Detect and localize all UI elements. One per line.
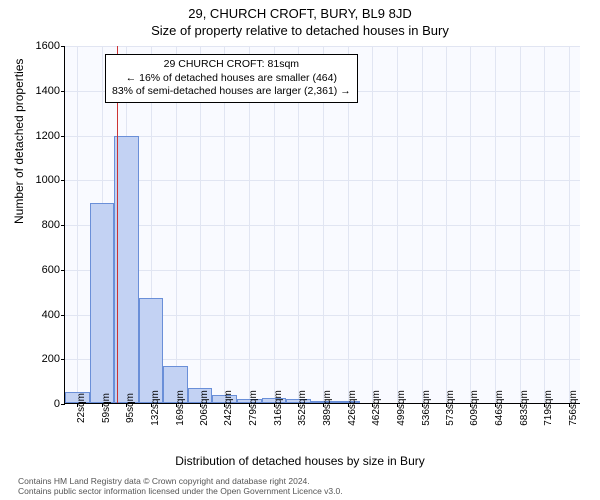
xtick-label: 316sqm	[273, 390, 284, 426]
gridline-v	[397, 46, 398, 403]
xtick-label: 719sqm	[543, 390, 554, 426]
gridline-v	[446, 46, 447, 403]
ytick-mark	[61, 46, 65, 47]
ytick-mark	[61, 91, 65, 92]
xtick-label: 756sqm	[568, 390, 579, 426]
ytick-mark	[61, 225, 65, 226]
ytick-mark	[61, 315, 65, 316]
xtick-label: 59sqm	[101, 393, 112, 423]
ytick-label: 1400	[24, 85, 60, 97]
xtick-label: 683sqm	[519, 390, 530, 426]
ytick-mark	[61, 180, 65, 181]
gridline-v	[520, 46, 521, 403]
xtick-label: 499sqm	[396, 390, 407, 426]
xtick-label: 206sqm	[199, 390, 210, 426]
xtick-label: 462sqm	[371, 390, 382, 426]
xtick-label: 536sqm	[421, 390, 432, 426]
footer-attribution: Contains HM Land Registry data © Crown c…	[18, 476, 343, 496]
xtick-label: 95sqm	[125, 393, 136, 423]
annotation-line1: 29 CHURCH CROFT: 81sqm	[112, 58, 351, 72]
footer-line2: Contains public sector information licen…	[18, 486, 343, 496]
ytick-label: 400	[24, 309, 60, 321]
xtick-label: 22sqm	[76, 393, 87, 423]
xtick-label: 169sqm	[175, 390, 186, 426]
x-axis-label: Distribution of detached houses by size …	[0, 454, 600, 468]
ytick-label: 1000	[24, 174, 60, 186]
ytick-mark	[61, 404, 65, 405]
ytick-label: 600	[24, 264, 60, 276]
annotation-line3: 83% of semi-detached houses are larger (…	[112, 85, 351, 99]
histogram-bar	[90, 203, 115, 403]
histogram-chart: 29 CHURCH CROFT: 81sqm ← 16% of detached…	[64, 46, 580, 404]
xtick-label: 242sqm	[223, 390, 234, 426]
page-title-line1: 29, CHURCH CROFT, BURY, BL9 8JD	[0, 0, 600, 21]
gridline-v	[372, 46, 373, 403]
xtick-label: 389sqm	[322, 390, 333, 426]
gridline-v	[495, 46, 496, 403]
ytick-mark	[61, 270, 65, 271]
gridline-v	[470, 46, 471, 403]
page-title-line2: Size of property relative to detached ho…	[0, 21, 600, 38]
xtick-label: 279sqm	[248, 390, 259, 426]
ytick-label: 1600	[24, 40, 60, 52]
ytick-mark	[61, 359, 65, 360]
ytick-label: 1200	[24, 130, 60, 142]
xtick-label: 609sqm	[469, 390, 480, 426]
annotation-box: 29 CHURCH CROFT: 81sqm ← 16% of detached…	[105, 54, 358, 103]
ytick-label: 0	[24, 398, 60, 410]
gridline-v	[544, 46, 545, 403]
xtick-label: 573sqm	[445, 390, 456, 426]
footer-line1: Contains HM Land Registry data © Crown c…	[18, 476, 343, 486]
xtick-label: 426sqm	[347, 390, 358, 426]
xtick-label: 132sqm	[150, 390, 161, 426]
xtick-label: 352sqm	[297, 390, 308, 426]
gridline-v	[77, 46, 78, 403]
plot-area: 29 CHURCH CROFT: 81sqm ← 16% of detached…	[64, 46, 580, 404]
ytick-label: 200	[24, 353, 60, 365]
ytick-mark	[61, 136, 65, 137]
annotation-line2: ← 16% of detached houses are smaller (46…	[112, 72, 351, 86]
gridline-v	[422, 46, 423, 403]
gridline-v	[569, 46, 570, 403]
xtick-label: 646sqm	[494, 390, 505, 426]
histogram-bar	[139, 298, 164, 403]
histogram-bar	[114, 136, 139, 403]
ytick-label: 800	[24, 219, 60, 231]
